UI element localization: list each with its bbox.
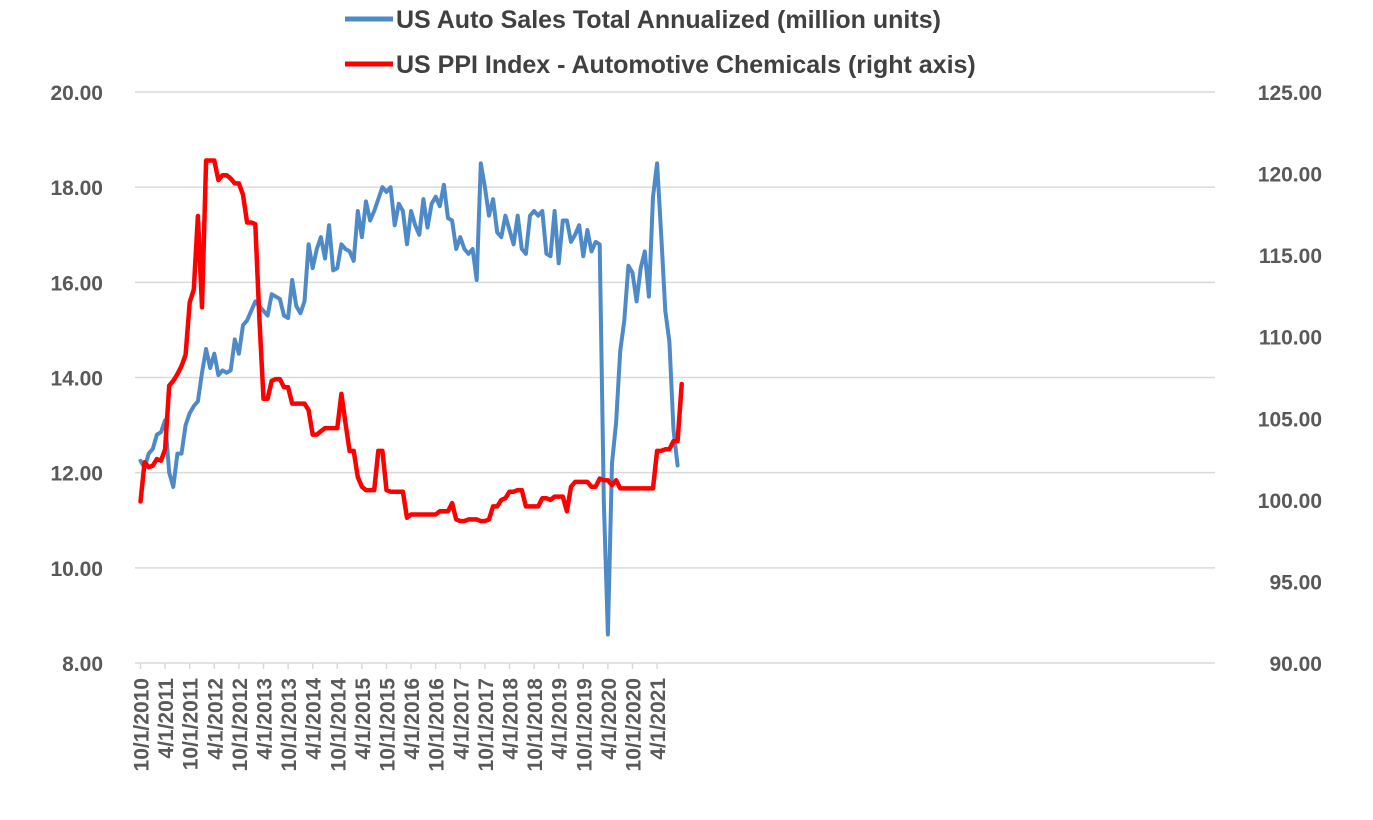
x-axis-ticks: 10/1/2010 4/1/2011 10/1/2011 4/1/2012 10/1/2… xyxy=(131,663,670,772)
legend-label-auto-sales: US Auto Sales Total Annualized (million … xyxy=(396,6,941,34)
right-tick-label: 100.00 xyxy=(1258,490,1322,513)
x-tick-label: 4/1/2017 xyxy=(450,678,473,760)
x-tick-label: 4/1/2020 xyxy=(598,678,621,760)
x-tick-label: 10/1/2020 xyxy=(623,678,646,771)
right-tick-label: 115.00 xyxy=(1259,245,1322,268)
right-tick-label: 120.00 xyxy=(1258,164,1322,187)
x-tick-label: 4/1/2015 xyxy=(352,678,375,760)
right-axis-ticks: 90.00 95.00 100.00 105.00 110.00 115.00 120.00… xyxy=(1258,82,1322,676)
legend-label-ppi: US PPI Index - Automotive Chemicals (rig… xyxy=(396,51,976,79)
left-tick-label: 12.00 xyxy=(50,463,103,486)
x-tick-label: 10/1/2010 xyxy=(131,678,154,771)
left-tick-label: 14.00 xyxy=(50,368,103,391)
x-tick-label: 10/1/2015 xyxy=(377,678,400,772)
right-tick-label: 125.00 xyxy=(1258,82,1322,105)
gridlines xyxy=(135,91,1215,569)
left-tick-label: 10.00 xyxy=(50,558,103,581)
right-tick-label: 95.00 xyxy=(1269,571,1322,594)
x-tick-label: 4/1/2013 xyxy=(254,678,277,760)
x-tick-label: 10/1/2013 xyxy=(278,678,301,771)
x-tick-label: 4/1/2019 xyxy=(549,678,572,760)
x-tick-label: 4/1/2016 xyxy=(401,678,424,760)
series-line-ppi xyxy=(138,158,684,524)
x-tick-label: 10/1/2018 xyxy=(524,678,547,772)
series-layer xyxy=(138,158,684,637)
x-tick-label: 4/1/2011 xyxy=(155,678,178,759)
left-tick-label: 8.00 xyxy=(62,653,103,676)
x-tick-label: 10/1/2019 xyxy=(573,678,596,771)
x-tick-label: 4/1/2018 xyxy=(500,678,523,760)
x-tick-label: 4/1/2012 xyxy=(204,678,227,760)
series-line-auto-sales xyxy=(138,161,680,637)
left-tick-label: 20.00 xyxy=(50,82,103,105)
right-tick-label: 110.00 xyxy=(1259,327,1322,350)
left-axis-ticks: 8.00 10.00 12.00 14.00 16.00 18.00 20.00 xyxy=(50,82,103,676)
x-tick-label: 10/1/2012 xyxy=(229,678,252,771)
x-tick-label: 10/1/2016 xyxy=(426,678,449,771)
x-tick-label: 10/1/2011 xyxy=(180,678,203,771)
x-tick-label: 4/1/2021 xyxy=(647,678,670,760)
right-tick-label: 105.00 xyxy=(1258,408,1322,431)
right-tick-label: 90.00 xyxy=(1269,653,1322,676)
x-tick-label: 4/1/2014 xyxy=(303,678,326,760)
left-tick-label: 18.00 xyxy=(50,177,103,200)
x-tick-label: 10/1/2014 xyxy=(327,678,350,772)
left-tick-label: 16.00 xyxy=(50,272,103,295)
legend: US Auto Sales Total Annualized (million … xyxy=(345,6,976,79)
x-tick-label: 10/1/2017 xyxy=(475,678,498,771)
